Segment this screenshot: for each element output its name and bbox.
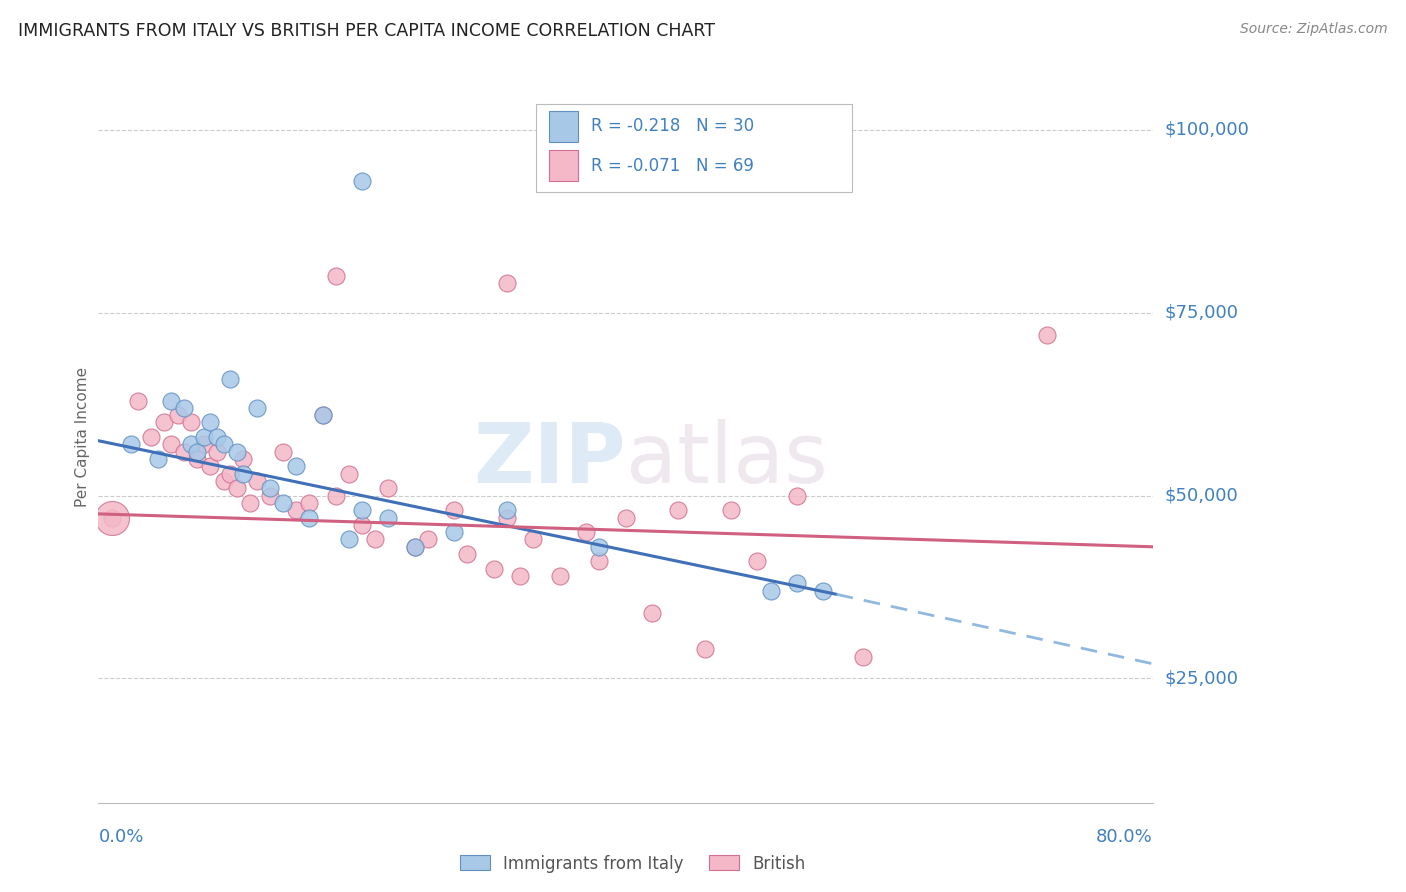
Point [404,540,426,554]
Point [271,496,294,510]
Point [285,459,308,474]
Point [100,510,122,524]
Point [548,569,571,583]
Point [200,416,222,430]
Point [160,437,183,451]
Point [759,583,782,598]
Text: atlas: atlas [626,418,827,500]
Point [205,430,228,444]
Point [457,547,479,561]
Point [325,269,347,284]
Point [325,489,347,503]
Point [482,562,505,576]
Point [186,452,208,467]
Point [614,510,637,524]
Point [1036,327,1059,342]
Text: 80.0%: 80.0% [1097,828,1153,846]
Point [212,437,235,451]
Point [588,540,610,554]
Text: R = -0.218   N = 30: R = -0.218 N = 30 [591,117,754,136]
Point [337,533,360,547]
Point [298,496,321,510]
Text: $25,000: $25,000 [1164,670,1239,688]
Point [311,408,333,422]
Point [173,444,195,458]
Point [443,525,465,540]
Point [720,503,742,517]
Point [666,503,689,517]
Point [212,474,235,488]
Point [246,474,269,488]
Text: IMMIGRANTS FROM ITALY VS BRITISH PER CAPITA INCOME CORRELATION CHART: IMMIGRANTS FROM ITALY VS BRITISH PER CAP… [18,22,716,40]
Point [496,277,519,291]
Point [100,510,122,524]
Point [186,444,208,458]
Point [200,459,222,474]
Point [153,416,176,430]
Point [193,437,215,451]
Point [852,649,875,664]
Point [298,510,321,524]
Point [166,408,188,422]
Text: $50,000: $50,000 [1164,487,1237,505]
Point [311,408,333,422]
Point [575,525,598,540]
Point [496,503,519,517]
Point [180,416,202,430]
Point [588,554,610,568]
FancyBboxPatch shape [536,104,852,192]
Y-axis label: Per Capita Income: Per Capita Income [75,367,90,508]
Point [141,430,163,444]
Point [786,576,808,591]
Point [786,489,808,503]
Point [193,430,215,444]
Point [225,444,247,458]
FancyBboxPatch shape [548,111,578,142]
Point [285,503,308,517]
Point [352,174,374,188]
Point [509,569,531,583]
Point [377,481,399,495]
Point [219,467,242,481]
Point [522,533,544,547]
Point [239,496,262,510]
Point [693,642,716,657]
Point [232,452,254,467]
Point [173,401,195,415]
Point [259,489,281,503]
Point [180,437,202,451]
FancyBboxPatch shape [548,151,578,181]
Point [496,510,519,524]
Text: 0.0%: 0.0% [98,828,143,846]
Point [416,533,439,547]
Point [127,393,149,408]
Point [246,401,269,415]
Point [352,517,374,532]
Legend: Immigrants from Italy, British: Immigrants from Italy, British [453,848,813,880]
Point [641,606,664,620]
Text: $100,000: $100,000 [1164,121,1249,139]
Point [337,467,360,481]
Text: $75,000: $75,000 [1164,304,1239,322]
Point [160,393,183,408]
Point [364,533,387,547]
Text: R = -0.071   N = 69: R = -0.071 N = 69 [591,157,754,175]
Point [443,503,465,517]
Text: ZIP: ZIP [474,418,626,500]
Point [232,467,254,481]
Point [747,554,769,568]
Point [146,452,169,467]
Point [404,540,426,554]
Point [120,437,142,451]
Point [813,583,835,598]
Point [219,371,242,385]
Point [225,481,247,495]
Text: Source: ZipAtlas.com: Source: ZipAtlas.com [1240,22,1388,37]
Point [352,503,374,517]
Point [377,510,399,524]
Point [259,481,281,495]
Point [271,444,294,458]
Point [205,444,228,458]
